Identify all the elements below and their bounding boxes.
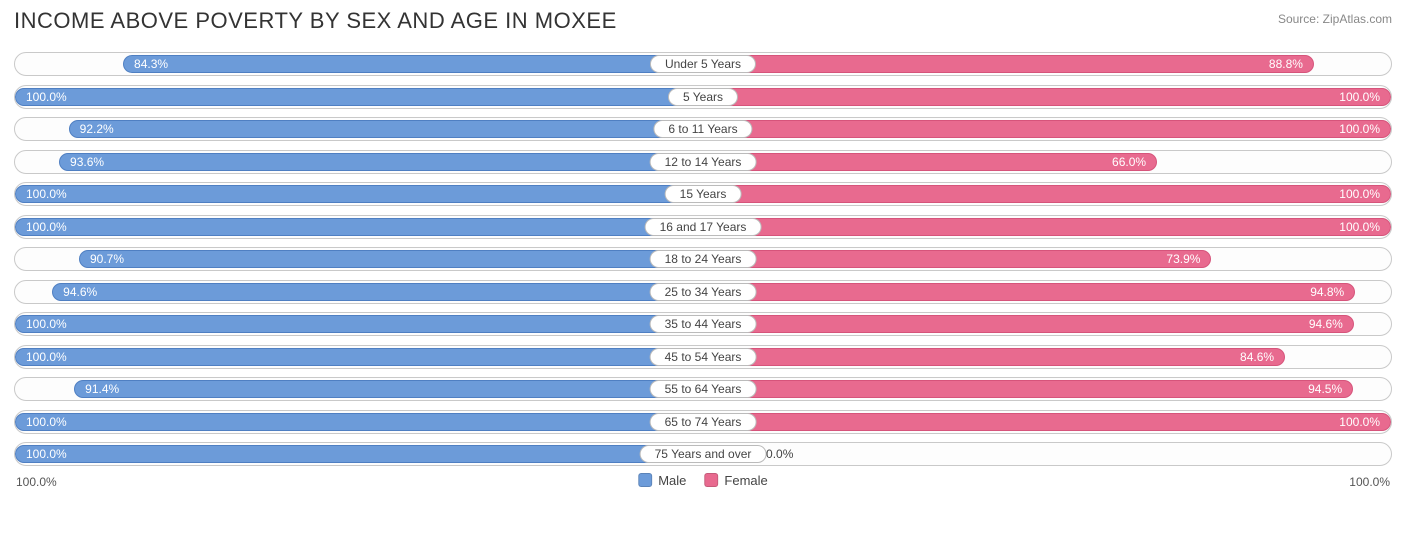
female-value-label: 73.9%: [1166, 252, 1200, 266]
source-attribution: Source: ZipAtlas.com: [1278, 12, 1392, 26]
male-bar: 93.6%: [59, 153, 701, 171]
male-bar: 90.7%: [79, 250, 701, 268]
female-value-label: 88.8%: [1269, 57, 1303, 71]
chart-row: 100.0% 84.6% 45 to 54 Years: [14, 345, 1392, 369]
male-bar: 84.3%: [123, 55, 701, 73]
male-value-label: 100.0%: [26, 350, 67, 364]
male-value-label: 84.3%: [134, 57, 168, 71]
category-label: 65 to 74 Years: [650, 413, 757, 431]
female-value-label: 84.6%: [1240, 350, 1274, 364]
female-bar: 73.9%: [705, 250, 1211, 268]
swatch-female-icon: [704, 473, 718, 487]
chart-row: 100.0% 100.0% 15 Years: [14, 182, 1392, 206]
female-bar: 66.0%: [705, 153, 1157, 171]
female-bar: 100.0%: [705, 120, 1391, 138]
header: INCOME ABOVE POVERTY BY SEX AND AGE IN M…: [14, 8, 1392, 34]
chart-row: 92.2% 100.0% 6 to 11 Years: [14, 117, 1392, 141]
male-value-label: 91.4%: [85, 382, 119, 396]
female-bar: 100.0%: [705, 88, 1391, 106]
category-label: Under 5 Years: [650, 55, 756, 73]
male-value-label: 93.6%: [70, 155, 104, 169]
female-bar: 94.6%: [705, 315, 1354, 333]
category-label: 15 Years: [665, 185, 742, 203]
category-label: 45 to 54 Years: [650, 348, 757, 366]
category-label: 6 to 11 Years: [653, 120, 752, 138]
female-value-label: 0.0%: [766, 447, 793, 461]
legend-item-male: Male: [638, 473, 686, 488]
male-bar: 100.0%: [15, 445, 701, 463]
male-bar: 100.0%: [15, 315, 701, 333]
category-label: 5 Years: [668, 88, 738, 106]
male-bar: 100.0%: [15, 218, 701, 236]
category-label: 75 Years and over: [640, 445, 767, 463]
chart-row: 90.7% 73.9% 18 to 24 Years: [14, 247, 1392, 271]
legend-label-female: Female: [724, 473, 767, 488]
female-value-label: 100.0%: [1339, 90, 1380, 104]
chart-row: 100.0% 94.6% 35 to 44 Years: [14, 312, 1392, 336]
male-bar: 92.2%: [69, 120, 701, 138]
female-value-label: 94.6%: [1309, 317, 1343, 331]
category-label: 12 to 14 Years: [650, 153, 757, 171]
male-value-label: 100.0%: [26, 90, 67, 104]
female-value-label: 100.0%: [1339, 187, 1380, 201]
legend-item-female: Female: [704, 473, 767, 488]
female-value-label: 94.5%: [1308, 382, 1342, 396]
chart-row: 100.0% 100.0% 16 and 17 Years: [14, 215, 1392, 239]
female-bar: 100.0%: [705, 185, 1391, 203]
swatch-male-icon: [638, 473, 652, 487]
female-bar: 100.0%: [705, 413, 1391, 431]
category-label: 55 to 64 Years: [650, 380, 757, 398]
male-bar: 100.0%: [15, 185, 701, 203]
female-value-label: 100.0%: [1339, 220, 1380, 234]
axis-label-right: 100.0%: [1349, 475, 1390, 489]
male-bar: 100.0%: [15, 413, 701, 431]
category-label: 18 to 24 Years: [650, 250, 757, 268]
male-bar: 100.0%: [15, 88, 701, 106]
chart-row: 100.0% 100.0% 65 to 74 Years: [14, 410, 1392, 434]
category-label: 35 to 44 Years: [650, 315, 757, 333]
chart-row: 94.6% 94.8% 25 to 34 Years: [14, 280, 1392, 304]
male-bar: 91.4%: [74, 380, 701, 398]
chart-title: INCOME ABOVE POVERTY BY SEX AND AGE IN M…: [14, 8, 617, 34]
category-label: 16 and 17 Years: [645, 218, 762, 236]
female-bar: 88.8%: [705, 55, 1314, 73]
male-value-label: 94.6%: [63, 285, 97, 299]
male-value-label: 100.0%: [26, 187, 67, 201]
female-bar: 94.5%: [705, 380, 1353, 398]
male-value-label: 100.0%: [26, 415, 67, 429]
female-bar: 94.8%: [705, 283, 1355, 301]
axis-row: 100.0% Male Female 100.0%: [14, 473, 1392, 493]
male-value-label: 100.0%: [26, 220, 67, 234]
male-value-label: 100.0%: [26, 447, 67, 461]
chart-row: 93.6% 66.0% 12 to 14 Years: [14, 150, 1392, 174]
female-value-label: 66.0%: [1112, 155, 1146, 169]
male-value-label: 90.7%: [90, 252, 124, 266]
male-bar: 94.6%: [52, 283, 701, 301]
chart-row: 100.0% 100.0% 5 Years: [14, 85, 1392, 109]
chart-row: 100.0% 0.0%75 Years and over: [14, 442, 1392, 466]
male-bar: 100.0%: [15, 348, 701, 366]
axis-label-left: 100.0%: [16, 475, 57, 489]
chart-row: 84.3% 88.8% Under 5 Years: [14, 52, 1392, 76]
male-value-label: 92.2%: [80, 122, 114, 136]
category-label: 25 to 34 Years: [650, 283, 757, 301]
chart-area: 84.3% 88.8% Under 5 Years 100.0% 100.0% 5 Yea…: [14, 52, 1392, 466]
chart-container: INCOME ABOVE POVERTY BY SEX AND AGE IN M…: [0, 0, 1406, 559]
female-bar: 100.0%: [705, 218, 1391, 236]
female-value-label: 100.0%: [1339, 415, 1380, 429]
female-bar: 84.6%: [705, 348, 1285, 366]
female-value-label: 100.0%: [1339, 122, 1380, 136]
legend-label-male: Male: [658, 473, 686, 488]
chart-row: 91.4% 94.5% 55 to 64 Years: [14, 377, 1392, 401]
legend: Male Female: [638, 473, 768, 488]
female-value-label: 94.8%: [1310, 285, 1344, 299]
male-value-label: 100.0%: [26, 317, 67, 331]
